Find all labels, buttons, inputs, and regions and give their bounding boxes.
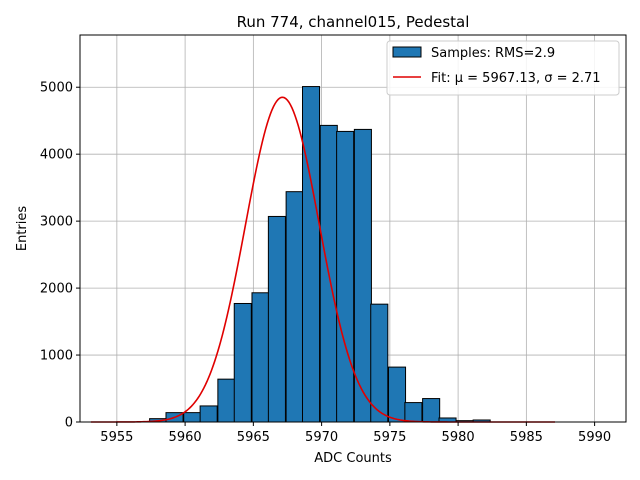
histogram-bar-4	[217, 378, 236, 423]
histogram-bar-2	[183, 412, 202, 423]
legend-label-histogram: Samples: RMS=2.9	[431, 46, 555, 61]
legend-swatch-histogram	[392, 46, 422, 58]
y-tick-label-4: 4000	[40, 148, 73, 163]
plot-frame	[79, 34, 627, 423]
histogram-bar-16	[422, 398, 441, 423]
histogram-bar-11	[336, 130, 355, 423]
histogram-bar-5	[233, 302, 252, 423]
histogram-bars	[149, 86, 491, 423]
legend-label-fit: Fit: μ = 5967.13, σ = 2.71	[431, 71, 601, 86]
x-axis-title: ADC Counts	[314, 451, 392, 466]
x-tick-label-2: 5965	[237, 430, 270, 445]
y-tick-label-0: 0	[65, 416, 73, 431]
y-tick-label-1: 1000	[40, 349, 73, 364]
histogram-bar-13	[370, 303, 389, 423]
x-tick-label-7: 5990	[578, 430, 611, 445]
legend: Samples: RMS=2.9 Fit: μ = 5967.13, σ = 2…	[386, 40, 620, 96]
x-axis-ticks: 5955 5960 5965 5970 5975 5980 5985 5990	[100, 422, 611, 445]
x-tick-label-1: 5960	[169, 430, 202, 445]
chart-title: Run 774, channel015, Pedestal	[237, 13, 470, 31]
histogram-bar-15	[404, 402, 423, 423]
y-tick-label-5: 5000	[40, 81, 73, 96]
histogram-bar-8	[285, 191, 304, 423]
x-tick-label-0: 5955	[100, 430, 133, 445]
y-axis-title: Entries	[15, 206, 30, 252]
x-tick-label-4: 5975	[373, 430, 406, 445]
x-tick-label-5: 5980	[442, 430, 475, 445]
y-tick-label-3: 3000	[40, 215, 73, 230]
histogram-bar-7	[267, 215, 286, 423]
y-axis-ticks: 0 1000 2000 3000 4000 5000	[40, 81, 80, 431]
histogram-bar-14	[387, 366, 407, 423]
histogram-bar-9	[301, 86, 321, 423]
histogram-bar-3	[199, 405, 218, 423]
x-tick-label-6: 5985	[510, 430, 543, 445]
y-tick-label-2: 2000	[40, 282, 73, 297]
x-tick-label-3: 5970	[305, 430, 338, 445]
legend-box	[386, 40, 620, 96]
histogram-bar-6	[251, 292, 270, 423]
